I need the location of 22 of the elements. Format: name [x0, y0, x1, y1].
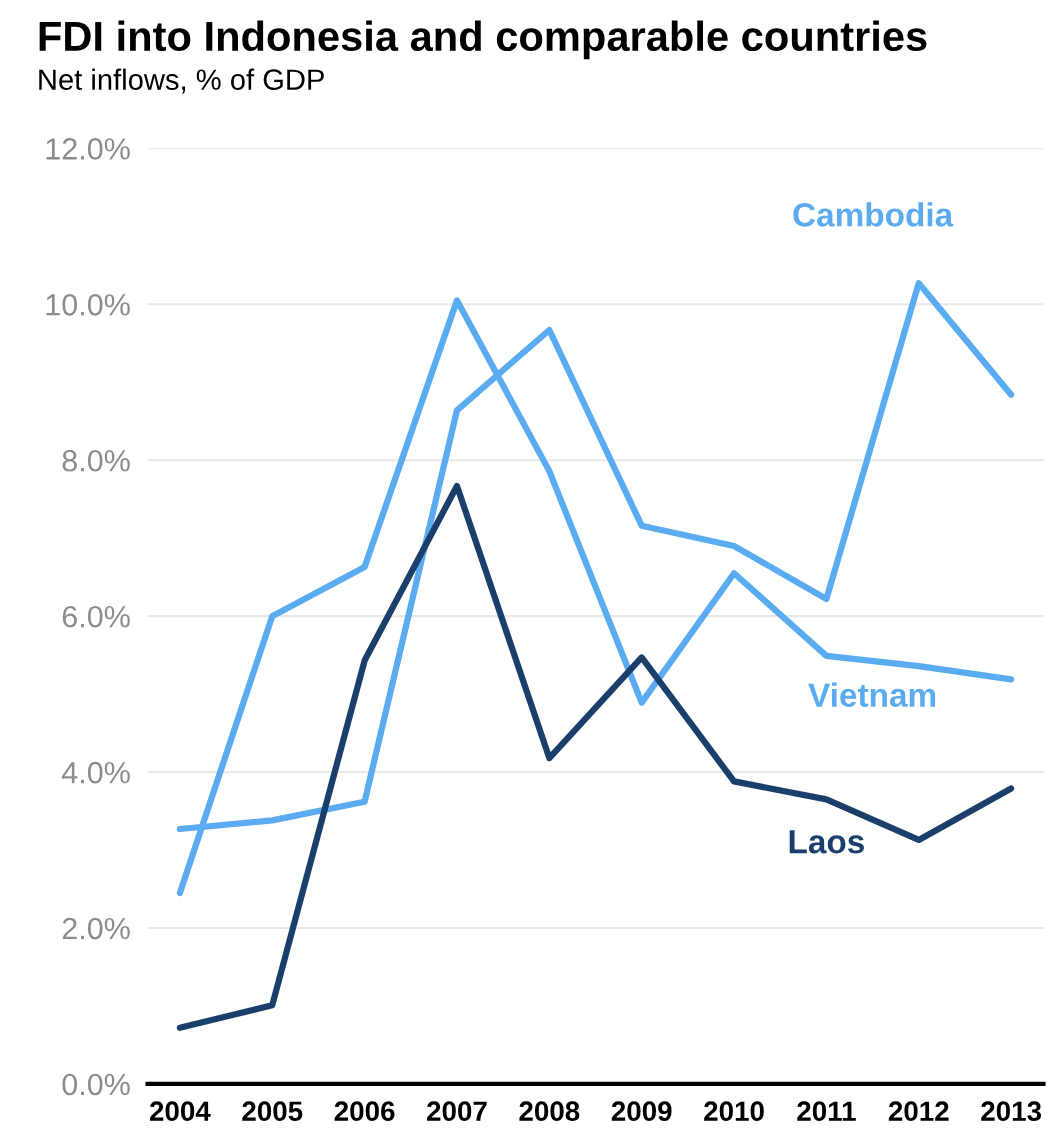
- x-tick-label: 2006: [334, 1101, 395, 1122]
- y-tick-label: 12.0%: [46, 138, 130, 160]
- y-tick-label: 2.0%: [62, 917, 130, 940]
- x-tick-label: 2012: [888, 1101, 949, 1122]
- chart-title: FDI into Indonesia and comparable countries: [39, 20, 927, 60]
- y-tick-label: 6.0%: [62, 605, 130, 628]
- x-tick-label: 2005: [242, 1101, 303, 1122]
- chart-subtitle: Net inflows, % of GDP: [39, 68, 324, 94]
- x-tick-label: 2008: [519, 1101, 580, 1122]
- x-tick-label: 2004: [149, 1101, 211, 1122]
- y-tick-label: 10.0%: [46, 294, 130, 316]
- series-label: Laos: [789, 830, 864, 854]
- x-tick-label: 2011: [797, 1101, 856, 1122]
- series-label: Cambodia: [793, 202, 954, 227]
- series-label: Vietnam: [808, 682, 936, 707]
- y-tick-label: 0.0%: [62, 1073, 130, 1096]
- x-tick-label: 2013: [981, 1101, 1042, 1122]
- x-tick-label: 2010: [704, 1101, 764, 1122]
- y-tick-label: 8.0%: [62, 449, 130, 472]
- x-tick-label: 2009: [611, 1101, 672, 1122]
- y-tick-label: 4.0%: [61, 761, 130, 784]
- x-tick-label: 2007: [427, 1101, 487, 1122]
